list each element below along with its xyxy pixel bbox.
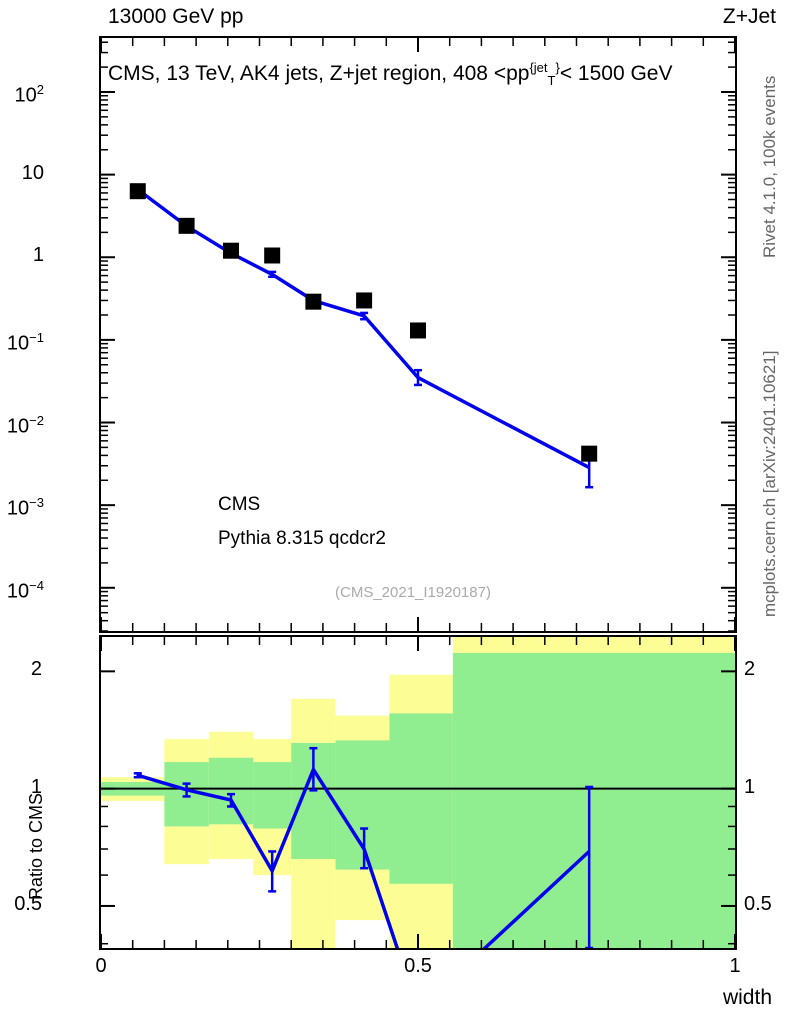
cms-data-point bbox=[129, 183, 146, 200]
plot-title-pt: p bbox=[517, 62, 530, 85]
y-axis-tick-2: 1 bbox=[32, 244, 44, 267]
legend-label-pythia: Pythia 8.315 qcdcr2 bbox=[218, 528, 386, 549]
cms-data-point bbox=[356, 292, 373, 309]
legend-label-cms: CMS bbox=[218, 494, 261, 515]
ratio-axis-tick-r-0: 2 bbox=[744, 658, 756, 681]
plot-annotation-title: CMS, 13 TeV, AK4 jets, Z+jet region, 408… bbox=[108, 60, 673, 88]
y-axis-tick-6: 10−4 bbox=[6, 577, 44, 603]
cms-data-point bbox=[410, 322, 426, 339]
side-text-mcplots: mcplots.cern.ch [arXiv:2401.10621] bbox=[760, 350, 779, 617]
x-axis-tick-2: 1 bbox=[729, 955, 741, 977]
ratio-plot-canvas bbox=[101, 637, 735, 948]
ratio-axis-tick-l-1: 1 bbox=[30, 775, 42, 798]
header-collision-energy: 13000 GeV pp bbox=[108, 5, 244, 28]
y-axis-tick-4: 10−2 bbox=[6, 412, 44, 438]
plot-title-sup: {jet bbox=[529, 60, 548, 75]
main-plot-canvas bbox=[101, 38, 735, 631]
x-axis-title: width bbox=[722, 986, 772, 1009]
plot-title-head: CMS, 13 TeV, AK4 jets, Z+jet region, 408… bbox=[108, 62, 518, 85]
ratio-axis-tick-l-2: 0.5 bbox=[14, 892, 42, 915]
y-axis-tick-5: 10−3 bbox=[6, 495, 44, 520]
x-axis-tick-1: 0.5 bbox=[404, 955, 432, 977]
y-axis-tick-1: 10 bbox=[21, 161, 44, 184]
header-process: Z+Jet bbox=[722, 5, 776, 28]
y-axis-tick-3: 10−1 bbox=[6, 329, 44, 355]
pythia-curve bbox=[136, 188, 591, 470]
analysis-id-watermark: (CMS_2021_I1920187) bbox=[335, 584, 491, 601]
cms-data-point bbox=[264, 247, 281, 264]
ratio-band-green bbox=[389, 713, 453, 884]
ratio-band-green bbox=[335, 740, 390, 870]
side-text-rivet: Rivet 4.1.0, 100k events bbox=[760, 75, 779, 258]
ratio-band-green bbox=[253, 762, 292, 829]
plot-title-sub: T bbox=[547, 73, 556, 89]
ratio-y-axis-title: Ratio to CMS bbox=[24, 770, 54, 920]
ratio-axis-tick-r-1: 1 bbox=[744, 775, 756, 798]
x-axis-tick-0: 0 bbox=[95, 955, 107, 977]
cms-data-point bbox=[581, 445, 598, 462]
ratio-curve bbox=[137, 765, 591, 948]
plot-title-sup2: } bbox=[555, 60, 560, 75]
cms-data-point bbox=[222, 242, 239, 259]
ratio-band-green bbox=[208, 757, 254, 825]
cms-data-point bbox=[305, 293, 322, 310]
ratio-axis-tick-l-0: 2 bbox=[30, 658, 42, 681]
y-axis-tick-0: 102 bbox=[14, 81, 44, 107]
ratio-band-green bbox=[452, 652, 735, 948]
ratio-plot-panel bbox=[99, 635, 737, 950]
ratio-y-axis-title-text: Ratio to CMS bbox=[26, 792, 46, 900]
cms-data-point bbox=[178, 217, 195, 234]
ratio-axis-tick-r-2: 0.5 bbox=[744, 892, 772, 915]
main-plot-panel bbox=[99, 36, 737, 633]
plot-title-tail: < 1500 GeV bbox=[559, 62, 673, 85]
